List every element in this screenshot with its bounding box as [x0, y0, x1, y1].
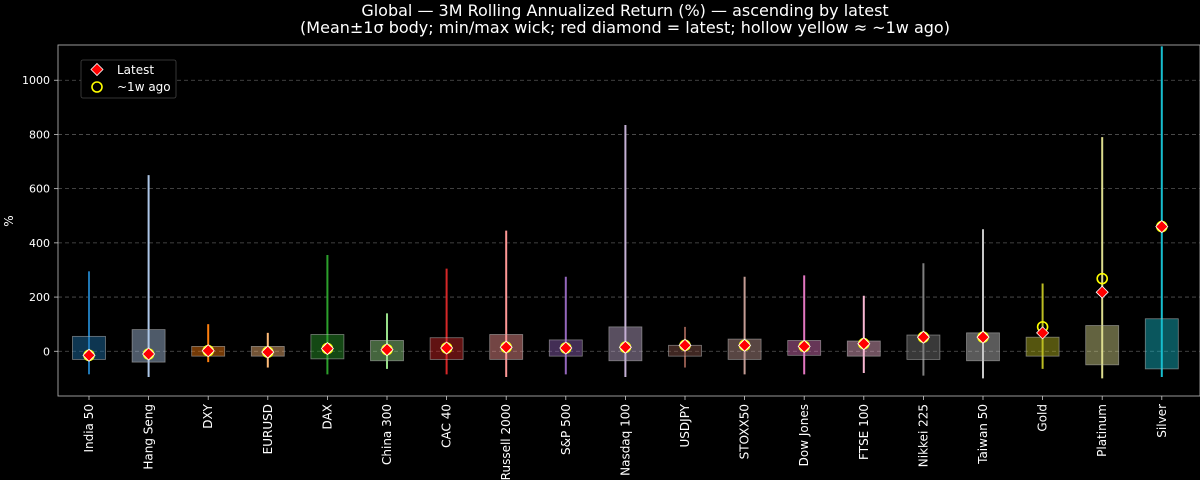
- latest-marker-dow-jones: [797, 339, 811, 353]
- axis-layer: 0 200 400 600 800 1000 India 50 Hang Seng DXY EUR…: [22, 74, 1169, 480]
- legend-week-ago-marker: [91, 81, 103, 93]
- x-tick-label-cac-40: CAC 40: [440, 404, 454, 448]
- latest-marker-hang-seng: [142, 347, 156, 361]
- x-tick-label-s-p-500: S&P 500: [559, 404, 573, 455]
- legend-latest-marker: [90, 62, 104, 77]
- x-tick-label-gold: Gold: [1036, 404, 1050, 432]
- latest-marker-russell-2000: [499, 340, 513, 354]
- body-platinum: [1085, 325, 1120, 366]
- x-tick-label-china-300: China 300: [380, 404, 394, 465]
- chart-title: Global — 3M Rolling Annualized Return (%…: [361, 1, 888, 20]
- y-tick-label-800: 800: [29, 128, 50, 141]
- y-axis-label: %: [2, 215, 16, 226]
- x-tick-label-eurusd: EURUSD: [261, 404, 275, 454]
- x-tick-label-dow-jones: Dow Jones: [797, 404, 811, 466]
- x-tick-label-nikkei-225: Nikkei 225: [916, 404, 930, 467]
- latest-marker-taiwan-50: [976, 330, 990, 344]
- latest-marker-nasdaq-100: [618, 340, 632, 354]
- x-tick-label-silver: Silver: [1155, 404, 1169, 438]
- y-tick-label-200: 200: [29, 291, 50, 304]
- latest-marker-eurusd: [261, 345, 275, 359]
- x-tick-label-russell-2000: Russell 2000: [499, 404, 513, 480]
- week-ago-marker-platinum: [1096, 272, 1108, 285]
- latest-marker-cac-40: [440, 341, 454, 355]
- latest-marker-dax: [320, 342, 334, 356]
- x-tick-label-taiwan-50: Taiwan 50: [976, 404, 990, 465]
- legend-box: [80, 59, 177, 99]
- x-tick-label-india-50: India 50: [82, 404, 96, 453]
- latest-marker-dxy: [201, 344, 215, 358]
- x-tick-label-hang-seng: Hang Seng: [142, 404, 156, 470]
- latest-marker-india-50: [82, 348, 96, 362]
- y-tick-label-400: 400: [29, 237, 50, 250]
- latest-marker-s-p-500: [559, 341, 573, 355]
- x-tick-label-ftse-100: FTSE 100: [857, 404, 871, 460]
- marker-layer: [82, 220, 1169, 362]
- latest-marker-usdjpy: [678, 338, 692, 352]
- latest-marker-gold: [1036, 326, 1050, 340]
- plot-frame: [57, 44, 1200, 397]
- legend-week-ago-label: ~1w ago: [117, 80, 171, 94]
- latest-marker-china-300: [380, 343, 394, 357]
- latest-marker-ftse-100: [857, 337, 871, 351]
- latest-marker-stoxx50: [738, 338, 752, 352]
- x-tick-label-platinum: Platinum: [1095, 404, 1109, 457]
- latest-marker-silver: [1155, 220, 1169, 234]
- legend-latest-label: Latest: [117, 63, 154, 77]
- y-tick-label-0: 0: [43, 345, 50, 358]
- x-tick-label-stoxx50: STOXX50: [738, 404, 752, 459]
- y-tick-label-1000: 1000: [22, 74, 50, 87]
- body-silver: [1144, 318, 1179, 370]
- legend: Latest ~1w ago: [80, 59, 177, 99]
- chart-subtitle: (Mean±1σ body; min/max wick; red diamond…: [300, 18, 950, 37]
- body-gold: [1025, 336, 1060, 357]
- x-tick-label-usdjpy: USDJPY: [678, 403, 692, 447]
- x-tick-label-dax: DAX: [320, 404, 334, 429]
- y-tick-label-600: 600: [29, 183, 50, 196]
- latest-marker-nikkei-225: [916, 330, 930, 344]
- x-tick-label-nasdaq-100: Nasdaq 100: [618, 404, 632, 476]
- body-layer: [72, 318, 1179, 370]
- latest-marker-platinum: [1095, 285, 1109, 299]
- x-tick-label-dxy: DXY: [201, 403, 215, 428]
